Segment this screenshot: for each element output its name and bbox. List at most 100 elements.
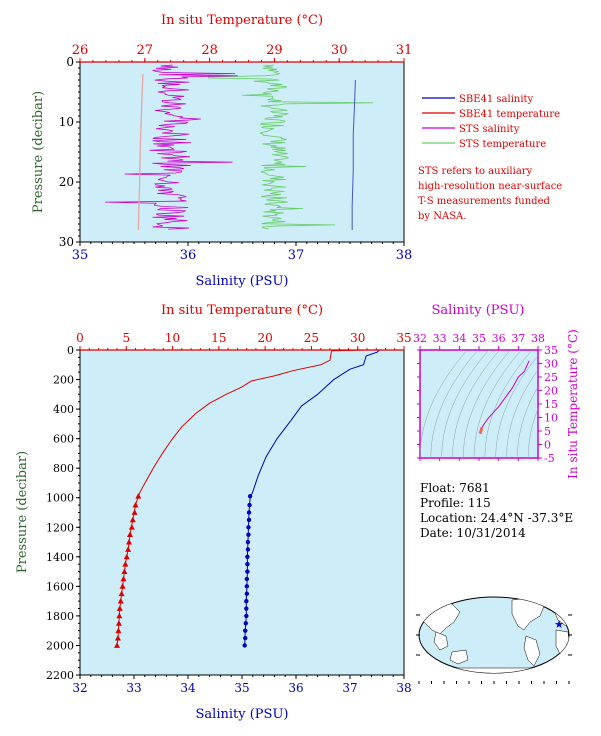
salinity-marker bbox=[245, 547, 251, 552]
b-left-tick-label: 1400 bbox=[46, 551, 74, 564]
temperature-marker bbox=[119, 583, 126, 589]
salinity-marker bbox=[243, 621, 248, 626]
temperature-marker bbox=[114, 642, 121, 648]
full-profile-chart: 0 5 10 15 20 25 30 35 32 33 34 35 36 37 38 0 200 400 600… bbox=[15, 303, 412, 722]
density-contour bbox=[452, 350, 500, 458]
series-sbe41-salinity bbox=[351, 79, 356, 230]
salinity-marker bbox=[244, 576, 250, 582]
ts-curve-upper bbox=[481, 360, 530, 428]
density-contour bbox=[484, 350, 533, 458]
temperature-marker bbox=[126, 531, 133, 538]
temperature-marker bbox=[116, 612, 123, 619]
b-left-tick-label: 1600 bbox=[46, 580, 74, 593]
b-left-tick-label: 400 bbox=[53, 403, 74, 416]
b-bottom-tick-label: 33 bbox=[126, 681, 141, 695]
near-surface-y-axis-label: Pressure (decibar) bbox=[31, 91, 46, 213]
temperature-marker bbox=[121, 568, 128, 574]
b-left-tick-label: 800 bbox=[53, 462, 74, 475]
float-location: Location: 24.4°N -37.3°E bbox=[420, 511, 573, 525]
near-surface-chart: 26 27 28 29 30 31 35 36 37 38 0 10 20 30 In situ Te… bbox=[31, 13, 412, 289]
a-bottom-tick-label: 38 bbox=[396, 248, 413, 263]
a-bottom-tick-label: 36 bbox=[180, 248, 197, 263]
density-contour bbox=[473, 350, 522, 458]
c-top-tick-label: 37 bbox=[511, 332, 525, 345]
float-position-star-icon: ★ bbox=[554, 618, 564, 631]
b-left-tick-label: 200 bbox=[53, 374, 74, 387]
temperature-marker bbox=[117, 597, 124, 604]
temperature-marker bbox=[122, 561, 129, 567]
salinity-marker bbox=[246, 510, 252, 515]
b-top-tick-label: 0 bbox=[76, 331, 84, 345]
density-contour bbox=[430, 350, 479, 458]
b-bottom-tick-label: 34 bbox=[180, 681, 196, 695]
density-contour bbox=[441, 350, 490, 458]
b-left-tick-label: 0 bbox=[67, 344, 74, 357]
temperature-marker bbox=[118, 590, 125, 597]
temperature-marker bbox=[135, 493, 142, 499]
b-top-tick-label: 35 bbox=[396, 331, 411, 345]
b-bottom-tick-label: 32 bbox=[72, 681, 87, 695]
b-bottom-tick-label: 36 bbox=[288, 681, 303, 695]
salinity-marker bbox=[244, 584, 250, 589]
a-top-tick-label: 30 bbox=[331, 43, 348, 58]
c-right-tick-label: 0 bbox=[544, 439, 551, 452]
c-right-tick-label: 10 bbox=[544, 412, 558, 425]
temperature-marker bbox=[132, 501, 139, 508]
b-bottom-tick-label: 37 bbox=[342, 681, 357, 695]
b-top-tick-label: 30 bbox=[350, 331, 365, 345]
salinity-marker bbox=[244, 613, 249, 619]
ts-right-axis-label: In situ Temperature (°C) bbox=[566, 329, 580, 479]
a-bottom-tick-label: 37 bbox=[288, 248, 305, 263]
density-contour bbox=[420, 350, 468, 458]
b-top-tick-label: 25 bbox=[304, 331, 319, 345]
a-left-tick-label: 10 bbox=[59, 115, 74, 129]
b-left-tick-label: 1200 bbox=[46, 521, 74, 534]
ts-curve-deep bbox=[478, 427, 484, 435]
salinity-marker bbox=[246, 532, 251, 537]
b-left-tick-label: 1800 bbox=[46, 610, 74, 623]
full-profile-top-axis-label: In situ Temperature (°C) bbox=[161, 303, 323, 318]
salinity-marker bbox=[247, 502, 252, 508]
near-surface-bottom-axis-label: Salinity (PSU) bbox=[196, 274, 289, 289]
legend-sts-temperature: STS temperature bbox=[459, 139, 546, 150]
temperature-marker bbox=[125, 546, 132, 552]
salinity-marker bbox=[244, 591, 250, 596]
b-left-tick-label: 1000 bbox=[46, 492, 74, 505]
a-bottom-tick-label: 35 bbox=[72, 248, 89, 263]
b-top-tick-label: 5 bbox=[122, 331, 130, 345]
temperature-marker bbox=[128, 524, 135, 530]
salinity-marker bbox=[245, 539, 251, 545]
temperature-marker bbox=[129, 516, 136, 523]
salinity-marker bbox=[247, 494, 253, 499]
series-sts-salinity bbox=[104, 64, 238, 230]
c-top-tick-label: 35 bbox=[472, 332, 486, 345]
c-top-tick-label: 33 bbox=[433, 332, 447, 345]
b-left-tick-label: 2000 bbox=[46, 639, 74, 652]
temperature-marker bbox=[120, 575, 127, 582]
density-contour bbox=[495, 355, 538, 458]
temperature-marker bbox=[126, 538, 133, 545]
temperature-marker bbox=[114, 634, 121, 641]
sts-note-line-3: T-S measurements funded bbox=[418, 196, 550, 207]
c-top-tick-label: 32 bbox=[413, 332, 427, 345]
b-top-tick-label: 15 bbox=[211, 331, 226, 345]
c-top-tick-label: 34 bbox=[452, 332, 466, 345]
c-right-tick-label: 5 bbox=[544, 425, 551, 438]
salinity-marker bbox=[246, 525, 251, 530]
full-profile-y-axis-label: Pressure (decibar) bbox=[15, 451, 30, 573]
near-surface-plot-area bbox=[79, 61, 405, 243]
b-bottom-tick-label: 35 bbox=[234, 681, 249, 695]
c-right-tick-label: 35 bbox=[544, 344, 558, 357]
full-profile-bottom-axis-label: Salinity (PSU) bbox=[196, 707, 289, 722]
series-salinity-line bbox=[244, 350, 381, 646]
float-info: Float: 7681 Profile: 115 Location: 24.4°… bbox=[420, 481, 573, 540]
sts-note-line-4: by NASA. bbox=[418, 211, 466, 222]
c-top-tick-label: 38 bbox=[531, 332, 545, 345]
near-surface-top-axis-label: In situ Temperature (°C) bbox=[161, 13, 323, 28]
a-left-tick-label: 0 bbox=[66, 55, 74, 69]
series-sts-temperature bbox=[207, 64, 374, 230]
a-top-tick-label: 27 bbox=[137, 43, 154, 58]
a-top-tick-label: 26 bbox=[72, 43, 89, 58]
